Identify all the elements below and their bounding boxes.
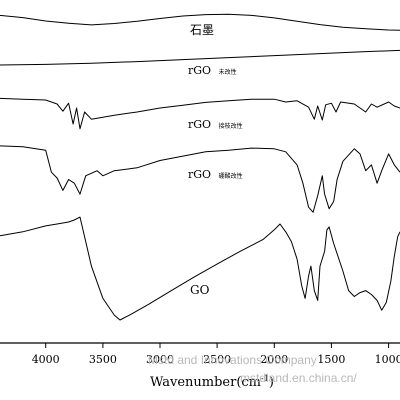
label-rgo-unmodified: rGO 未改性	[188, 64, 237, 77]
annotation-layer: 石墨 rGO 未改性 rGO 接枝改性 rGO 硼酸改性 GO	[188, 23, 243, 297]
label-rgo-unmodified-suffix: 未改性	[219, 68, 237, 76]
x-tick-label-1500: 1500	[317, 353, 345, 366]
series-line-5	[0, 216, 400, 321]
x-tick-layer: 4000 3500 3000 2500 2000 1500 1000	[32, 343, 400, 366]
series-line-3	[0, 97, 400, 130]
label-rgo-unmodified-prefix: rGO	[188, 64, 211, 77]
x-tick-label-1000: 1000	[375, 353, 400, 366]
label-graphite: 石墨	[190, 23, 214, 37]
label-rgo-grafted-prefix: rGO	[188, 118, 211, 131]
watermark-line-1: Mstd and Innovations Company	[148, 353, 317, 367]
x-tick-label-2500: 2500	[203, 353, 231, 366]
x-tick-label-3000: 3000	[146, 353, 174, 366]
label-rgo-boric-prefix: rGO	[188, 168, 211, 181]
x-axis-title-close: )	[269, 375, 274, 390]
x-tick-label-2000: 2000	[260, 353, 288, 366]
label-go: GO	[190, 283, 210, 297]
label-rgo-boric: rGO 硼酸改性	[188, 168, 243, 181]
label-rgo-grafted-suffix: 接枝改性	[219, 122, 243, 130]
x-tick-label-4000: 4000	[32, 353, 60, 366]
series-line-4	[0, 145, 400, 213]
watermark: Mstd and Innovations Company mstdland.en…	[148, 353, 357, 385]
x-axis: 4000 3500 3000 2500 2000 1500 1000 Wavenumber(…	[0, 342, 400, 390]
x-tick-label-3500: 3500	[89, 353, 117, 366]
series-layer	[0, 13, 400, 321]
series-line-2	[0, 49, 400, 66]
x-axis-title-sup: -1	[261, 374, 269, 383]
x-axis-title-main: Wavenumber(cm	[150, 375, 261, 390]
label-rgo-grafted: rGO 接枝改性	[188, 118, 243, 131]
series-line-1	[0, 13, 400, 31]
x-axis-title: Wavenumber(cm-1)	[150, 374, 274, 390]
watermark-line-2: mstdland.en.china.cn/	[240, 371, 357, 385]
label-rgo-boric-suffix: 硼酸改性	[219, 172, 243, 180]
